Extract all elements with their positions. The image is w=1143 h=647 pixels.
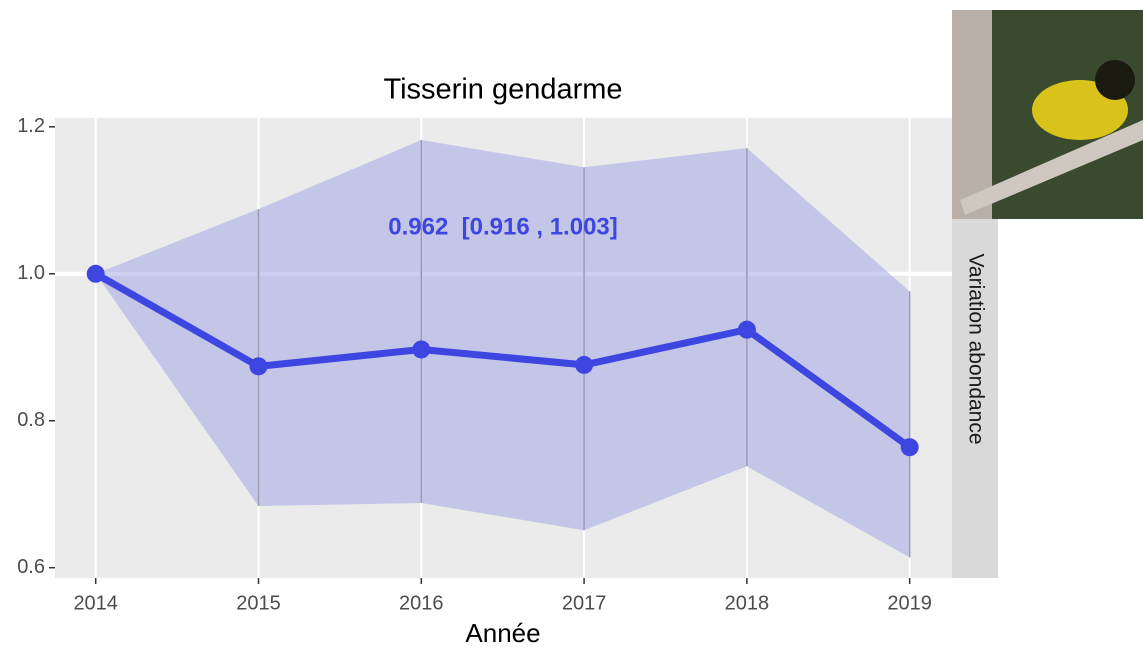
x-tick-label: 2019: [887, 592, 932, 614]
x-tick-label: 2015: [236, 592, 281, 614]
point: [87, 265, 105, 283]
x-tick-label: 2018: [725, 592, 770, 614]
x-tick-label: 2017: [562, 592, 607, 614]
point: [738, 321, 756, 339]
point: [249, 357, 267, 375]
x-tick-label: 2016: [399, 592, 444, 614]
y-tick-label: 1.0: [17, 262, 45, 284]
chart: Tisserin gendarme Année Variation abonda…: [0, 0, 1143, 647]
x-tick-label: 2014: [73, 592, 118, 614]
point: [575, 356, 593, 374]
y-tick-label: 0.8: [17, 409, 45, 431]
photo-branch: [952, 10, 992, 219]
photo-bird-head: [1095, 60, 1135, 100]
bird-photo: [952, 10, 1143, 219]
annotation: 0.962 [0.916 , 1.003]: [388, 213, 618, 240]
y-tick-label: 1.2: [17, 115, 45, 137]
chart-title: Tisserin gendarme: [383, 74, 622, 106]
strip-label: Variation abondance: [964, 253, 987, 444]
x-axis-label: Année: [465, 618, 540, 647]
point: [412, 340, 430, 358]
point: [901, 438, 919, 456]
y-tick-label: 0.6: [17, 556, 45, 578]
